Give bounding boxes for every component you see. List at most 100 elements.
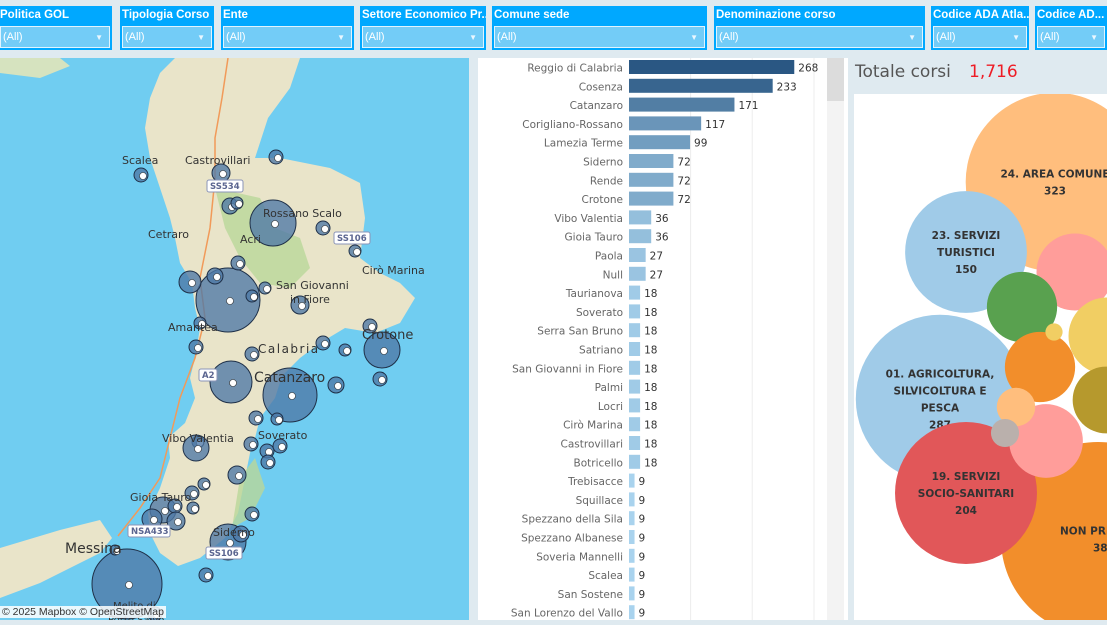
bar-chart-scrollbar[interactable] <box>827 58 844 620</box>
bar-category-label[interactable]: Null <box>603 269 623 281</box>
bar-category-label[interactable]: San Lorenzo del Vallo <box>511 608 623 620</box>
map-point[interactable] <box>194 445 202 453</box>
bar[interactable] <box>629 492 635 507</box>
map-point[interactable] <box>235 200 243 208</box>
bar-category-label[interactable]: Soverato <box>576 307 623 319</box>
sector-bubble[interactable] <box>1009 404 1083 478</box>
map-point[interactable] <box>174 518 182 526</box>
bar-category-label[interactable]: Castrovillari <box>561 439 624 451</box>
bar[interactable] <box>629 191 674 206</box>
bar[interactable] <box>629 323 641 338</box>
map-point[interactable] <box>271 220 279 228</box>
bar-category-label[interactable]: Trebisacce <box>567 476 623 488</box>
map-point[interactable] <box>274 154 282 162</box>
bar-category-label[interactable]: San Sostene <box>558 589 623 601</box>
bar-category-label[interactable]: Vibo Valentia <box>554 213 623 225</box>
bar-category-label[interactable]: Serra San Bruno <box>537 326 623 338</box>
map-point[interactable] <box>191 505 199 513</box>
filter-dropdown[interactable]: (All) ▼ <box>223 26 352 48</box>
chevron-down-icon[interactable]: ▼ <box>908 33 916 42</box>
map-point[interactable] <box>368 323 376 331</box>
bar[interactable] <box>629 342 641 356</box>
map-point[interactable] <box>321 225 329 233</box>
bar[interactable] <box>629 567 635 582</box>
bar-category-label[interactable]: Botricello <box>574 457 623 469</box>
bar[interactable] <box>629 210 652 225</box>
sector-bubble[interactable] <box>905 191 1027 313</box>
bar[interactable] <box>629 379 641 394</box>
bar-category-label[interactable]: Taurianova <box>565 288 623 300</box>
map-point[interactable] <box>239 531 247 539</box>
chevron-down-icon[interactable]: ▼ <box>197 33 205 42</box>
map-point[interactable] <box>250 351 258 359</box>
bar[interactable] <box>629 248 646 262</box>
bar-chart-scrollbar-thumb[interactable] <box>827 58 844 101</box>
filter-dropdown[interactable]: (All) ▼ <box>1037 26 1105 48</box>
bar-category-label[interactable]: Scalea <box>588 570 623 582</box>
sector-bubble[interactable] <box>1072 366 1107 434</box>
filter-dropdown[interactable]: (All) ▼ <box>0 26 110 48</box>
bar[interactable] <box>629 511 635 526</box>
map-view[interactable]: Scalea Castrovillari Cetraro Acri Rossano Sc… <box>0 58 469 620</box>
bar-category-label[interactable]: Siderno <box>583 157 623 169</box>
sector-bubble[interactable] <box>996 387 1036 427</box>
chevron-down-icon[interactable]: ▼ <box>337 33 345 42</box>
bar-category-label[interactable]: Gioia Tauro <box>565 232 623 244</box>
bar-category-label[interactable]: Spezzano della Sila <box>522 514 623 526</box>
comune-bar-chart[interactable]: Reggio di Calabria 268 Cosenza 233 Catanzaro… <box>478 58 848 620</box>
sector-bubble[interactable] <box>990 418 1020 448</box>
bar[interactable] <box>629 97 735 112</box>
bar[interactable] <box>629 454 641 469</box>
chevron-down-icon[interactable]: ▼ <box>469 33 477 42</box>
bar[interactable] <box>629 172 674 187</box>
chevron-down-icon[interactable]: ▼ <box>95 33 103 42</box>
sector-bubble[interactable] <box>1045 323 1063 341</box>
bar[interactable] <box>629 360 641 375</box>
map-point[interactable] <box>263 285 271 293</box>
chevron-down-icon[interactable]: ▼ <box>1012 33 1020 42</box>
bar-category-label[interactable]: Soveria Mannelli <box>536 551 623 563</box>
bar[interactable] <box>629 229 652 244</box>
chevron-down-icon[interactable]: ▼ <box>690 33 698 42</box>
map-point[interactable] <box>219 170 227 178</box>
bar[interactable] <box>629 116 702 131</box>
bar-category-label[interactable]: Locri <box>598 401 623 413</box>
map-point[interactable] <box>229 379 237 387</box>
map-point[interactable] <box>254 415 262 423</box>
map-point[interactable] <box>380 347 388 355</box>
bar[interactable] <box>629 548 635 563</box>
map-point[interactable] <box>249 441 257 449</box>
map-point[interactable] <box>150 516 158 524</box>
sector-bubble[interactable] <box>1004 331 1076 403</box>
bar-category-label[interactable]: Satriano <box>579 345 623 357</box>
map-point[interactable] <box>334 382 342 390</box>
map-attribution[interactable]: © 2025 Mapbox © OpenStreetMap <box>0 606 166 618</box>
map-point[interactable] <box>266 459 274 467</box>
bar[interactable] <box>629 304 641 319</box>
map-point[interactable] <box>378 376 386 384</box>
map-point[interactable] <box>236 260 244 268</box>
map-point[interactable] <box>198 320 206 328</box>
bar-category-label[interactable]: Corigliano-Rossano <box>522 119 623 131</box>
bar[interactable] <box>629 605 635 620</box>
map-point[interactable] <box>125 581 133 589</box>
map-point[interactable] <box>288 392 296 400</box>
bar-category-label[interactable]: Cosenza <box>579 81 623 93</box>
bar[interactable] <box>629 586 635 601</box>
bar-category-label[interactable]: Crotone <box>582 194 624 206</box>
map-point[interactable] <box>275 416 283 424</box>
bar-category-label[interactable]: Palmi <box>595 382 623 394</box>
map-point[interactable] <box>213 273 221 281</box>
map-point[interactable] <box>226 539 234 547</box>
bar[interactable] <box>629 154 674 168</box>
map-point[interactable] <box>265 448 273 456</box>
map-point[interactable] <box>173 503 181 511</box>
bar[interactable] <box>629 473 635 488</box>
filter-dropdown[interactable]: (All) ▼ <box>362 26 484 48</box>
bar-category-label[interactable]: Cirò Marina <box>563 420 623 432</box>
map-point[interactable] <box>235 472 243 480</box>
map-point[interactable] <box>188 279 196 287</box>
map-point[interactable] <box>161 507 169 515</box>
filter-dropdown[interactable]: (All) ▼ <box>122 26 212 48</box>
bar[interactable] <box>629 530 635 544</box>
